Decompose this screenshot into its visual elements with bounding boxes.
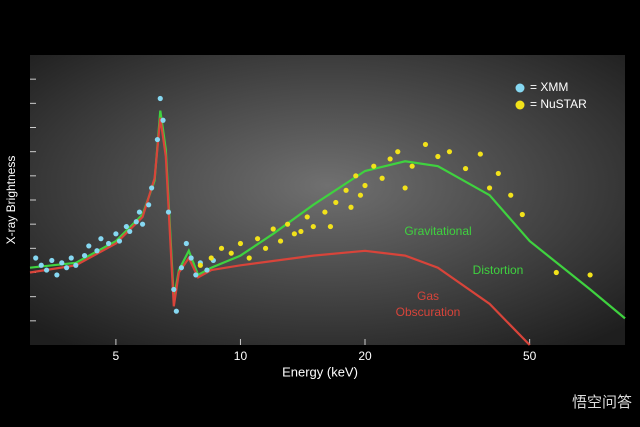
point bbox=[183, 240, 189, 247]
annotation: Gas bbox=[417, 289, 439, 303]
point bbox=[495, 170, 501, 177]
point bbox=[86, 243, 92, 249]
point bbox=[160, 117, 166, 123]
point bbox=[136, 209, 143, 215]
point bbox=[49, 257, 55, 264]
point bbox=[38, 262, 44, 268]
point bbox=[333, 199, 339, 206]
point bbox=[188, 255, 194, 261]
point bbox=[33, 255, 39, 261]
point bbox=[387, 156, 393, 162]
point bbox=[197, 262, 203, 268]
point bbox=[146, 202, 152, 208]
point bbox=[353, 173, 359, 179]
point bbox=[73, 262, 79, 268]
legend-label: = XMM bbox=[530, 80, 568, 94]
point bbox=[94, 248, 100, 254]
point bbox=[462, 165, 469, 172]
point bbox=[116, 238, 123, 244]
point bbox=[553, 269, 559, 276]
point bbox=[246, 255, 252, 261]
point bbox=[422, 141, 429, 148]
point bbox=[98, 236, 104, 242]
point bbox=[362, 182, 368, 189]
plot-area bbox=[30, 55, 625, 345]
legend-label: = NuSTAR bbox=[530, 97, 587, 111]
y-axis-label: X-ray Brightness bbox=[4, 156, 18, 245]
point bbox=[237, 240, 244, 247]
x-tick-label: 50 bbox=[523, 349, 537, 363]
point bbox=[477, 151, 483, 157]
point bbox=[304, 214, 310, 220]
legend-marker bbox=[515, 83, 525, 93]
point bbox=[228, 250, 234, 256]
point bbox=[587, 272, 593, 278]
x-tick-label: 5 bbox=[113, 349, 120, 363]
point bbox=[262, 245, 269, 251]
point bbox=[371, 163, 377, 169]
point bbox=[173, 308, 179, 314]
point bbox=[402, 185, 408, 191]
point bbox=[310, 223, 316, 230]
point bbox=[54, 272, 60, 278]
point bbox=[178, 265, 185, 271]
point bbox=[277, 238, 284, 244]
point bbox=[43, 267, 50, 273]
point bbox=[508, 192, 514, 198]
point bbox=[127, 228, 133, 235]
point bbox=[133, 219, 139, 225]
plot bbox=[29, 78, 626, 346]
point bbox=[208, 255, 214, 261]
point bbox=[63, 265, 70, 271]
point bbox=[284, 221, 291, 227]
point bbox=[327, 223, 334, 230]
x-axis-label: Energy (keV) bbox=[282, 364, 358, 379]
point bbox=[68, 255, 74, 261]
point bbox=[291, 231, 297, 237]
point bbox=[81, 252, 88, 259]
point bbox=[105, 240, 112, 247]
annotation: Gravitational bbox=[404, 224, 471, 238]
point bbox=[171, 286, 177, 293]
point bbox=[519, 211, 525, 218]
annotation: Obscuration bbox=[396, 305, 461, 319]
point bbox=[409, 163, 415, 169]
point bbox=[254, 236, 261, 242]
point bbox=[193, 272, 199, 278]
point bbox=[357, 192, 364, 198]
point bbox=[149, 185, 155, 191]
point bbox=[486, 185, 493, 191]
watermark: 悟空问答 bbox=[572, 394, 632, 411]
x-tick-label: 20 bbox=[358, 349, 372, 363]
legend-marker bbox=[515, 100, 525, 110]
point bbox=[298, 228, 304, 235]
point bbox=[59, 260, 65, 266]
point bbox=[204, 267, 210, 273]
point bbox=[435, 153, 441, 160]
point bbox=[343, 187, 349, 193]
point bbox=[139, 221, 146, 227]
point bbox=[113, 231, 119, 237]
point bbox=[322, 209, 328, 215]
point bbox=[379, 175, 385, 181]
x-tick-label: 10 bbox=[234, 349, 248, 363]
point bbox=[123, 223, 129, 230]
point bbox=[395, 149, 401, 155]
point bbox=[348, 204, 354, 210]
point bbox=[165, 209, 172, 215]
point bbox=[154, 136, 161, 143]
annotation: Distortion bbox=[473, 263, 524, 277]
point bbox=[218, 245, 225, 251]
point bbox=[446, 149, 453, 155]
point bbox=[157, 95, 163, 102]
point bbox=[270, 226, 276, 232]
